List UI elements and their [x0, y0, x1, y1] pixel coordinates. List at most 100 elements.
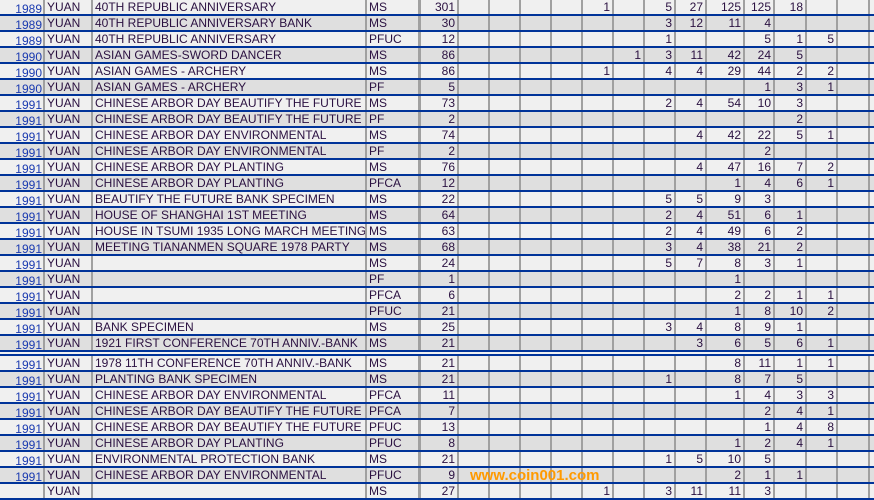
grade-count-cell: 24	[745, 48, 775, 62]
total-cell: 2	[421, 144, 459, 158]
grade-count-cell: 4	[745, 388, 775, 402]
filler-cell	[870, 16, 874, 30]
denomination-cell: YUAN	[45, 112, 93, 126]
year-link[interactable]: 1990	[0, 48, 45, 62]
total-cell: 5	[421, 80, 459, 94]
denomination-cell: YUAN	[45, 32, 93, 46]
grade-count-cell	[807, 272, 838, 286]
filler-cell	[870, 32, 874, 46]
filler-cell	[870, 356, 874, 370]
type-cell: MS	[367, 372, 421, 386]
grade-count-cell	[614, 272, 645, 286]
year-link[interactable]: 1991	[0, 240, 45, 254]
total-cell: 73	[421, 96, 459, 110]
type-cell: PFCA	[367, 388, 421, 402]
year-link[interactable]: 1991	[0, 144, 45, 158]
year-link[interactable]: 1991	[0, 112, 45, 126]
grade-count-cell: 4	[676, 320, 707, 334]
grade-count-cell	[459, 112, 490, 126]
grade-count-cell	[552, 272, 583, 286]
grade-count-cell	[676, 80, 707, 94]
year-link[interactable]: 1991	[0, 388, 45, 402]
year-link[interactable]: 1991	[0, 256, 45, 270]
year-link[interactable]: 1991	[0, 176, 45, 190]
year-link[interactable]: 1991	[0, 372, 45, 386]
grade-count-cell	[521, 64, 552, 78]
grade-count-cell	[838, 256, 870, 270]
year-link[interactable]: 1989	[0, 0, 45, 14]
grade-count-cell	[583, 288, 614, 302]
year-link[interactable]: 1991	[0, 304, 45, 318]
grade-count-cell	[583, 420, 614, 434]
grade-count-cell	[614, 144, 645, 158]
year-link[interactable]: 1991	[0, 452, 45, 466]
year-link[interactable]: 1991	[0, 224, 45, 238]
year-link[interactable]: 1989	[0, 16, 45, 30]
denomination-cell: YUAN	[45, 304, 93, 318]
year-link[interactable]: 1991	[0, 420, 45, 434]
grade-count-cell	[521, 224, 552, 238]
description-cell: ASIAN GAMES-SWORD DANCER	[93, 48, 367, 62]
grade-count-cell: 2	[807, 304, 838, 318]
grade-count-cell	[521, 48, 552, 62]
grade-count-cell: 8	[807, 420, 838, 434]
year-link[interactable]: 1990	[0, 80, 45, 94]
year-link[interactable]: 1991	[0, 192, 45, 206]
year-link[interactable]: 1991	[0, 96, 45, 110]
grade-count-cell	[521, 208, 552, 222]
grade-count-cell	[838, 16, 870, 30]
grade-count-cell	[459, 288, 490, 302]
year-link[interactable]: 1991	[0, 356, 45, 370]
grade-count-cell: 1	[775, 288, 807, 302]
grade-count-cell	[645, 112, 676, 126]
year-link[interactable]: 1991	[0, 160, 45, 174]
grade-count-cell: 1	[807, 288, 838, 302]
filler-cell	[870, 144, 874, 158]
grade-count-cell: 2	[707, 288, 745, 302]
year-link[interactable]: 1991	[0, 320, 45, 334]
filler-cell	[870, 484, 874, 498]
filler-cell	[870, 192, 874, 206]
year-link[interactable]: 1991	[0, 336, 45, 350]
grade-count-cell	[552, 288, 583, 302]
grade-count-cell: 3	[676, 336, 707, 350]
grade-count-cell	[521, 452, 552, 466]
grade-count-cell: 3	[745, 484, 775, 498]
grade-count-cell: 2	[775, 224, 807, 238]
year-link[interactable]: 1991	[0, 208, 45, 222]
denomination-cell: YUAN	[45, 240, 93, 254]
description-cell: 40TH REPUBLIC ANNIVERSARY BANK	[93, 16, 367, 30]
year-link[interactable]: 1990	[0, 64, 45, 78]
total-cell: 21	[421, 372, 459, 386]
grade-count-cell: 5	[745, 32, 775, 46]
description-cell	[93, 304, 367, 318]
grade-count-cell	[676, 176, 707, 190]
grade-count-cell	[521, 420, 552, 434]
year-link[interactable]: 1991	[0, 288, 45, 302]
grade-count-cell	[521, 336, 552, 350]
year-link[interactable]: 1989	[0, 32, 45, 46]
grade-count-cell	[490, 240, 521, 254]
grade-count-cell	[490, 224, 521, 238]
grade-count-cell	[807, 452, 838, 466]
table-row: 1991 YUAN CHINESE ARBOR DAY ENVIRONMENTAL P…	[0, 468, 874, 484]
grade-count-cell: 5	[745, 336, 775, 350]
type-cell: PFUC	[367, 420, 421, 434]
year-link[interactable]: 1991	[0, 436, 45, 450]
year-link[interactable]	[0, 484, 45, 498]
grade-count-cell: 4	[676, 96, 707, 110]
grade-count-cell: 2	[645, 96, 676, 110]
year-link[interactable]: 1991	[0, 468, 45, 482]
grade-count-cell: 4	[775, 436, 807, 450]
year-link[interactable]: 1991	[0, 128, 45, 142]
grade-count-cell	[838, 128, 870, 142]
grade-count-cell	[838, 192, 870, 206]
year-link[interactable]: 1991	[0, 272, 45, 286]
description-cell: HOUSE OF SHANGHAI 1ST MEETING	[93, 208, 367, 222]
grade-count-cell: 8	[745, 304, 775, 318]
description-cell: CHINESE ARBOR DAY BEAUTIFY THE FUTURE	[93, 96, 367, 110]
denomination-cell: YUAN	[45, 404, 93, 418]
denomination-cell: YUAN	[45, 320, 93, 334]
year-link[interactable]: 1991	[0, 404, 45, 418]
table-row: 1991 YUAN CHINESE ARBOR DAY ENVIRONMENTAL P…	[0, 144, 874, 160]
